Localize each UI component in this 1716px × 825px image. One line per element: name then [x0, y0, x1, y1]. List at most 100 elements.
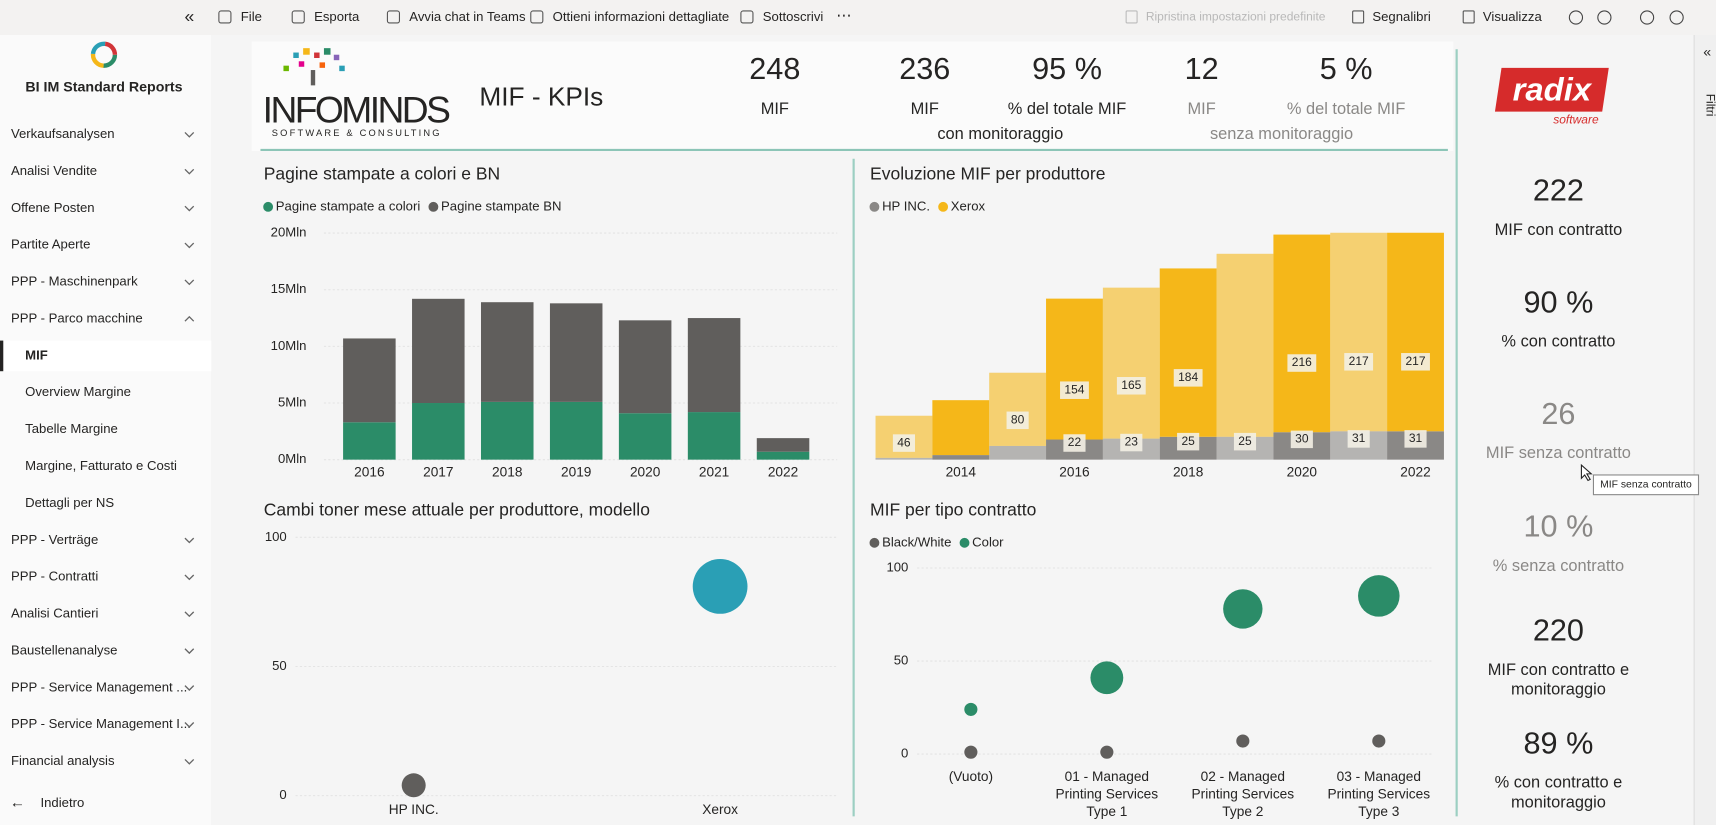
back-link[interactable]: Indietro: [40, 795, 84, 810]
toolbar-icon[interactable]: [530, 10, 544, 24]
data-label: 31: [1352, 431, 1366, 445]
chevron[interactable]: [184, 168, 195, 175]
nav-subitem[interactable]: MIF: [25, 347, 48, 362]
data-label: 154: [1064, 382, 1084, 396]
chevron[interactable]: [184, 574, 195, 581]
toolbar-icon[interactable]: [740, 10, 754, 24]
nav-item[interactable]: PPP - Parco macchine: [11, 310, 143, 325]
chevron[interactable]: [184, 205, 195, 212]
data-label-bg: [1060, 381, 1089, 399]
nav-item[interactable]: PPP - Maschinenpark: [11, 274, 138, 289]
x-tick-label: 03 - Managed Printing Services Type 3: [1328, 769, 1431, 819]
toolbar-icon[interactable]: [1352, 10, 1365, 24]
header-bg: [251, 41, 1454, 152]
kpi-value: 10 %: [1524, 510, 1594, 544]
nav-item[interactable]: Financial analysis: [11, 753, 115, 768]
bar-segment: [549, 303, 603, 402]
toolbar-item[interactable]: Ottieni informazioni dettagliate: [553, 9, 730, 24]
nav-item[interactable]: Verkaufsanalysen: [11, 126, 115, 141]
bar-segment: [549, 401, 603, 460]
nav-item[interactable]: PPP - Service Management I...: [11, 716, 191, 731]
text-line: Xerox: [702, 801, 738, 816]
toolbar-item[interactable]: Avvia chat in Teams: [409, 9, 526, 24]
x-tick-label: 2016: [1059, 464, 1089, 479]
text-line: MIF con contratto e: [1488, 661, 1629, 679]
chevron[interactable]: [184, 758, 195, 765]
chevron[interactable]: [184, 279, 195, 286]
toolbar-icon[interactable]: [1597, 10, 1612, 25]
kpi-value: 236: [899, 52, 950, 86]
nav-item[interactable]: Baustellenanalyse: [11, 642, 118, 657]
toolbar-item[interactable]: Esporta: [314, 9, 360, 24]
data-label: 23: [1125, 435, 1139, 449]
legend-swatch: [428, 201, 439, 212]
x-tick-label: 2016: [354, 464, 384, 479]
data-label: 80: [1011, 412, 1025, 426]
back-icon[interactable]: ←: [10, 794, 25, 811]
chevron[interactable]: [184, 131, 195, 138]
nav-active-bg: [0, 340, 212, 372]
text-line: Type 3: [1358, 804, 1399, 819]
bubble: [1090, 661, 1124, 695]
chart-title: Cambi toner mese attuale per produttore,…: [264, 500, 650, 520]
data-label-bg: [892, 434, 916, 452]
text-line: MIF con contratto: [1495, 221, 1623, 239]
toolbar-item[interactable]: Segnalibri: [1372, 9, 1430, 24]
toolbar-icon[interactable]: [1669, 10, 1684, 25]
chevron[interactable]: [184, 242, 195, 249]
expand-filters[interactable]: «: [1703, 44, 1711, 60]
toolbar-icon[interactable]: [1125, 10, 1138, 24]
y-tick-label: 100: [265, 529, 287, 544]
nav-item[interactable]: Analisi Vendite: [11, 163, 97, 178]
nav-item[interactable]: Partite Aperte: [11, 237, 91, 252]
toolbar-item[interactable]: Visualizza: [1483, 9, 1543, 24]
text-line: % con contratto: [1501, 333, 1615, 351]
nav-item[interactable]: Analisi Cantieri: [11, 606, 99, 621]
bubble: [964, 702, 978, 716]
bubble: [1372, 734, 1386, 748]
toolbar-icon[interactable]: [1568, 10, 1584, 25]
kpi-value: 90 %: [1524, 285, 1594, 319]
filter-pane-label[interactable]: Filtri: [1703, 94, 1716, 117]
toolbar-icon[interactable]: [1639, 10, 1655, 25]
toolbar-item[interactable]: File: [241, 9, 262, 24]
toolbar-icon[interactable]: [291, 10, 305, 24]
area-step: [1330, 232, 1388, 432]
collapse-icon[interactable]: «: [184, 6, 194, 26]
data-label-bg: [1120, 433, 1143, 452]
toolbar-item[interactable]: Ripristina impostazioni predefinite: [1146, 10, 1326, 24]
toolbar-icon[interactable]: [1462, 10, 1475, 24]
chevron[interactable]: [184, 611, 195, 618]
kpi-label: % del totale MIF: [1008, 100, 1127, 118]
toolbar-item[interactable]: Sottoscrivi: [763, 9, 824, 24]
toolbar-icon[interactable]: [218, 10, 232, 24]
data-label-bg: [1344, 353, 1374, 371]
nav-item[interactable]: PPP - Contratti: [11, 569, 98, 584]
x-tick-label: (Vuoto): [949, 769, 993, 784]
chevron[interactable]: [184, 648, 195, 655]
nav-subitem[interactable]: Margine, Fatturato e Costi: [25, 458, 177, 473]
area-step: [1159, 268, 1217, 437]
nav-subitem[interactable]: Tabelle Margine: [25, 421, 118, 436]
nav-item[interactable]: Offene Posten: [11, 200, 95, 215]
chevron[interactable]: [184, 722, 195, 728]
kpi-value: 89 %: [1524, 726, 1594, 760]
toolbar-icon[interactable]: [386, 10, 401, 24]
nav-item[interactable]: PPP - Service Management ...: [11, 679, 187, 694]
x-tick-label: 01 - Managed Printing Services Type 1: [1056, 769, 1159, 819]
page-title: MIF - KPIs: [479, 81, 603, 111]
nav-subitem[interactable]: Dettagli per NS: [25, 495, 114, 510]
legend-swatch: [938, 201, 949, 212]
text-line: Type 1: [1086, 804, 1127, 819]
text-line: monitoraggio: [1511, 794, 1606, 812]
more-icon[interactable]: ⋯: [836, 7, 851, 24]
chevron[interactable]: [184, 537, 195, 544]
chevron[interactable]: [184, 685, 195, 691]
chevron[interactable]: [184, 315, 195, 322]
nav-item[interactable]: PPP - Verträge: [11, 532, 98, 547]
chart-title: Pagine stampate a colori e BN: [264, 164, 500, 184]
nav-subitem[interactable]: Overview Margine: [25, 384, 131, 399]
app-logo: [90, 41, 118, 68]
data-label-bg: [1287, 354, 1317, 372]
